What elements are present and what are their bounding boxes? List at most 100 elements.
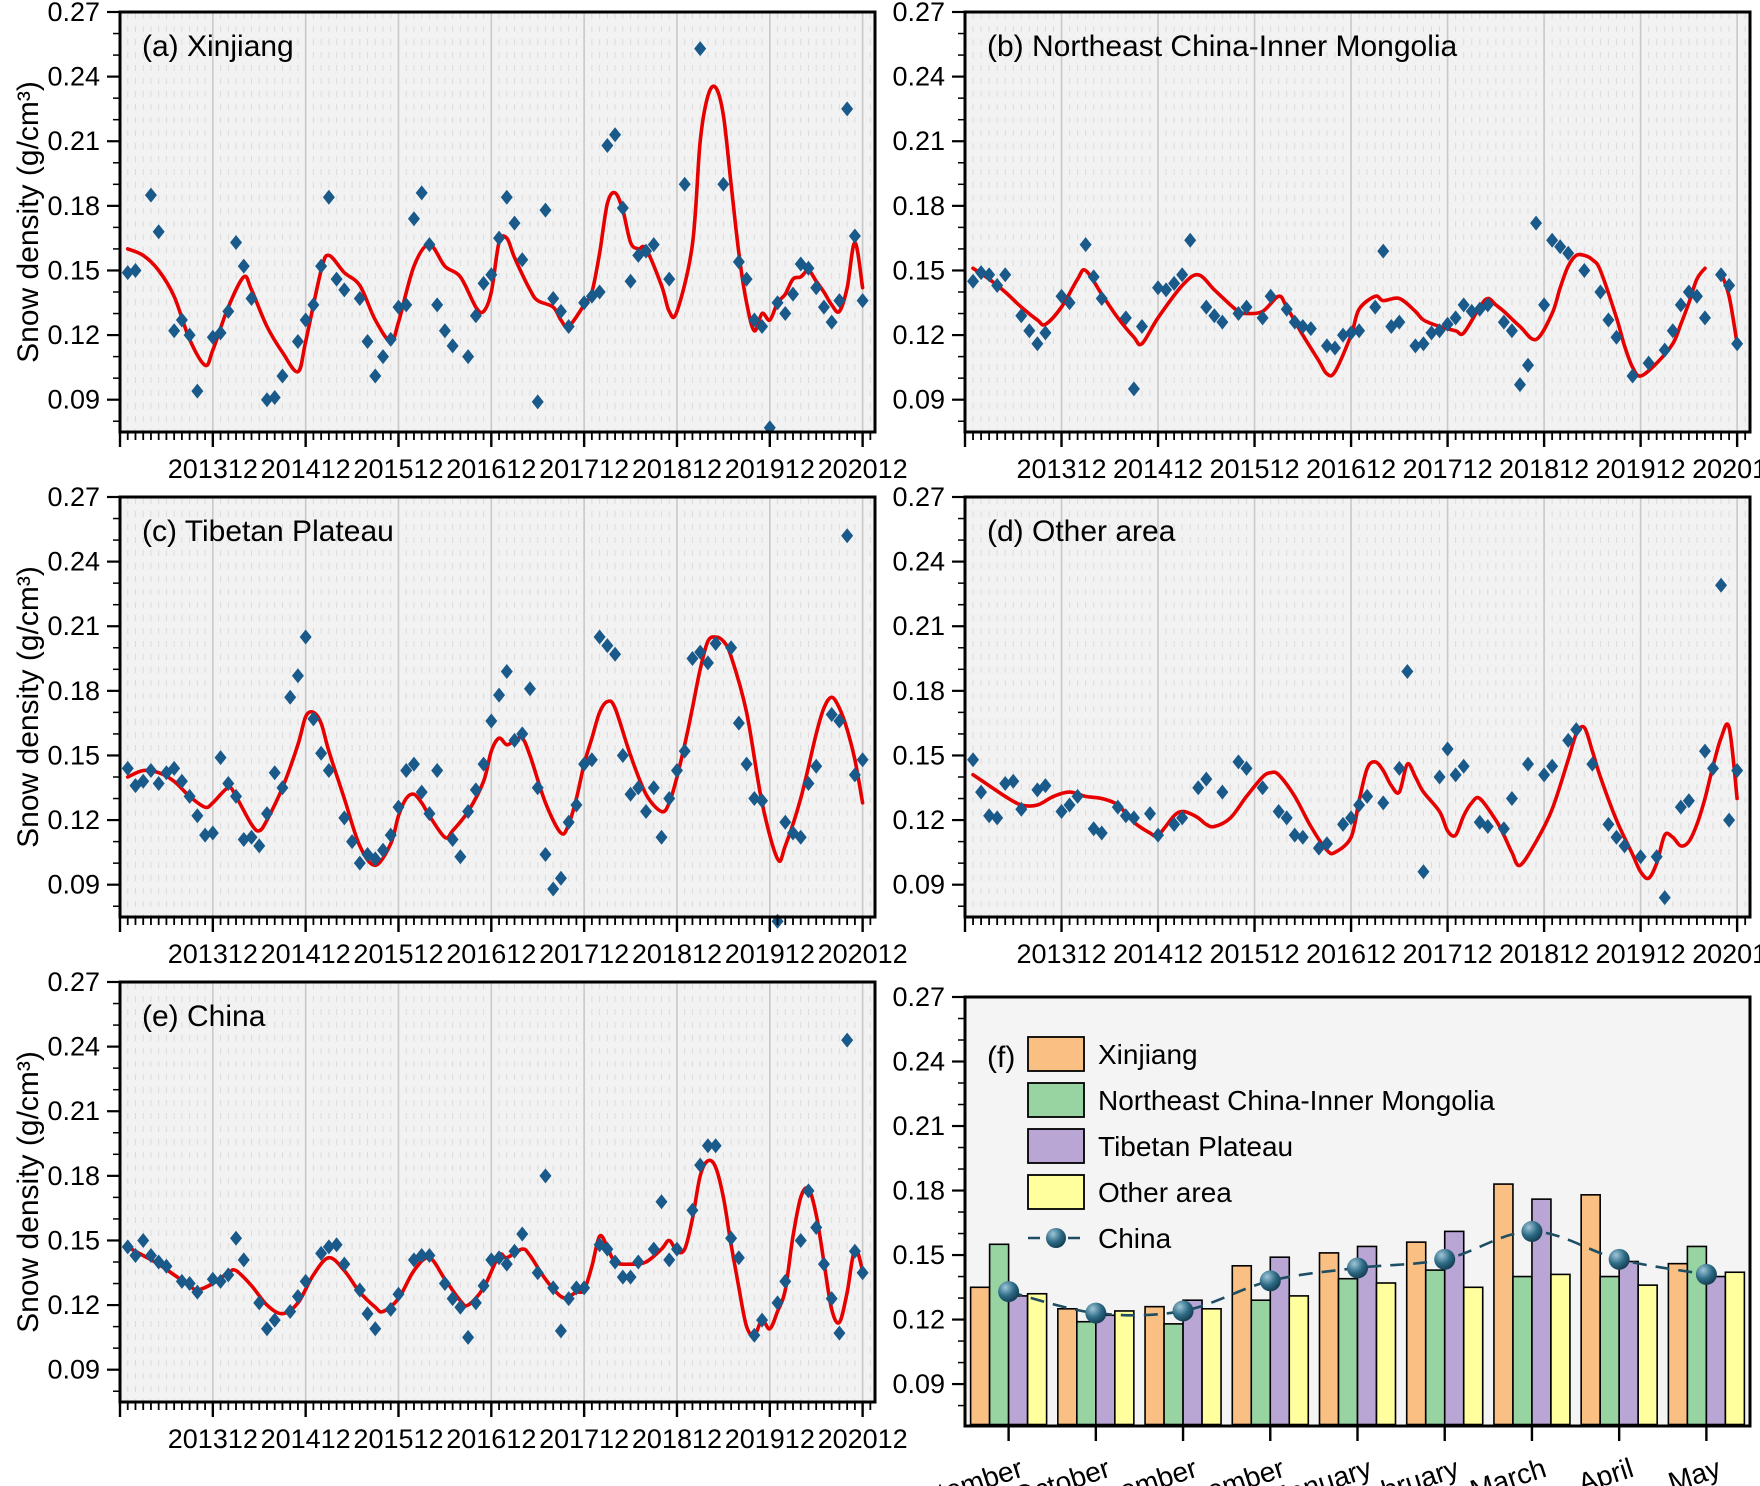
data-point xyxy=(338,1256,351,1272)
y-tick-label: 0.21 xyxy=(47,611,100,641)
data-point xyxy=(1393,314,1406,330)
bar xyxy=(1599,1275,1620,1426)
data-point xyxy=(1538,767,1551,783)
y-tick-label: 0.18 xyxy=(47,191,100,221)
data-point xyxy=(1731,336,1744,352)
x-tick-label: 201612 xyxy=(1306,454,1396,484)
data-point xyxy=(1449,767,1462,783)
data-point xyxy=(1071,788,1084,804)
data-point xyxy=(624,786,637,802)
data-point xyxy=(121,1239,134,1255)
data-point xyxy=(1095,825,1108,841)
data-point xyxy=(315,1245,328,1261)
data-point xyxy=(825,314,838,330)
data-point xyxy=(1715,577,1728,593)
panel-title: (e) China xyxy=(142,1000,266,1033)
data-point xyxy=(369,368,382,384)
data-point xyxy=(369,1321,382,1337)
data-point xyxy=(1152,280,1165,296)
data-point xyxy=(338,282,351,298)
data-point xyxy=(810,758,823,774)
data-point xyxy=(415,1248,428,1264)
data-point xyxy=(1546,758,1559,774)
x-tick-label: 201512 xyxy=(1209,454,1299,484)
data-point xyxy=(245,829,258,845)
data-point xyxy=(678,176,691,192)
data-point xyxy=(802,1183,815,1199)
x-tick-label: 201712 xyxy=(1403,939,1493,969)
bar xyxy=(1007,1295,1029,1426)
bar xyxy=(1512,1275,1533,1426)
data-point xyxy=(1602,816,1615,832)
data-point xyxy=(268,1312,281,1328)
data-point xyxy=(299,1273,312,1289)
bar xyxy=(1163,1323,1184,1426)
data-point xyxy=(346,834,359,850)
data-point xyxy=(1441,316,1454,332)
data-point xyxy=(431,297,444,313)
data-point xyxy=(1296,318,1309,334)
data-point xyxy=(632,780,645,796)
data-point xyxy=(1457,758,1470,774)
gridlines xyxy=(972,13,1746,431)
data-point xyxy=(137,1232,150,1248)
data-point xyxy=(1594,284,1607,300)
data-point xyxy=(1674,799,1687,815)
data-point xyxy=(1481,819,1494,835)
legend-label: Other area xyxy=(1098,1177,1232,1208)
data-point xyxy=(562,1291,575,1307)
legend-swatch xyxy=(1027,1174,1085,1210)
y-tick-label: 0.27 xyxy=(47,482,100,512)
data-point xyxy=(1240,760,1253,776)
y-tick-label: 0.15 xyxy=(892,255,945,285)
data-point xyxy=(1280,301,1293,317)
data-point xyxy=(593,629,606,645)
data-point xyxy=(655,1194,668,1210)
data-point xyxy=(469,1295,482,1311)
data-point xyxy=(137,773,150,789)
china-mean-marker xyxy=(998,1281,1020,1303)
panel-title: (c) Tibetan Plateau xyxy=(142,515,394,548)
data-point xyxy=(585,752,598,768)
data-point xyxy=(462,803,475,819)
data-point xyxy=(779,1273,792,1289)
data-point xyxy=(1087,269,1100,285)
bars-other-area xyxy=(1026,1271,1746,1426)
data-point xyxy=(160,1258,173,1274)
data-point xyxy=(500,1256,513,1272)
data-point xyxy=(967,273,980,289)
data-point xyxy=(539,847,552,863)
data-point xyxy=(1554,239,1567,255)
bar xyxy=(1462,1286,1484,1426)
data-point xyxy=(1570,722,1583,738)
data-point xyxy=(787,286,800,302)
data-point xyxy=(1240,299,1253,315)
y-tick-label: 0.09 xyxy=(892,1369,945,1399)
y-tick-label: 0.09 xyxy=(892,870,945,900)
panel-title: (a) Xinjiang xyxy=(142,30,294,63)
data-point xyxy=(1361,788,1374,804)
data-point xyxy=(1674,297,1687,313)
x-axis: 201312 201412 201512 201612 201712 201812 2019… xyxy=(118,1402,908,1454)
data-point xyxy=(353,290,366,306)
bar xyxy=(1337,1277,1359,1426)
data-point xyxy=(230,234,243,250)
data-point xyxy=(469,308,482,324)
x-tick-label: September xyxy=(887,1452,1027,1486)
bars-xinjiang xyxy=(969,1183,1689,1426)
data-point xyxy=(1578,262,1591,278)
data-point xyxy=(539,1168,552,1184)
data-point xyxy=(493,687,506,703)
data-point xyxy=(771,295,784,311)
bar xyxy=(1057,1308,1078,1426)
data-point xyxy=(407,756,420,772)
data-point xyxy=(748,791,761,807)
data-point xyxy=(1433,769,1446,785)
data-point xyxy=(1530,215,1543,231)
data-point xyxy=(1377,795,1390,811)
data-point xyxy=(291,334,304,350)
data-point xyxy=(1320,836,1333,852)
china-mean-marker xyxy=(1521,1220,1543,1242)
